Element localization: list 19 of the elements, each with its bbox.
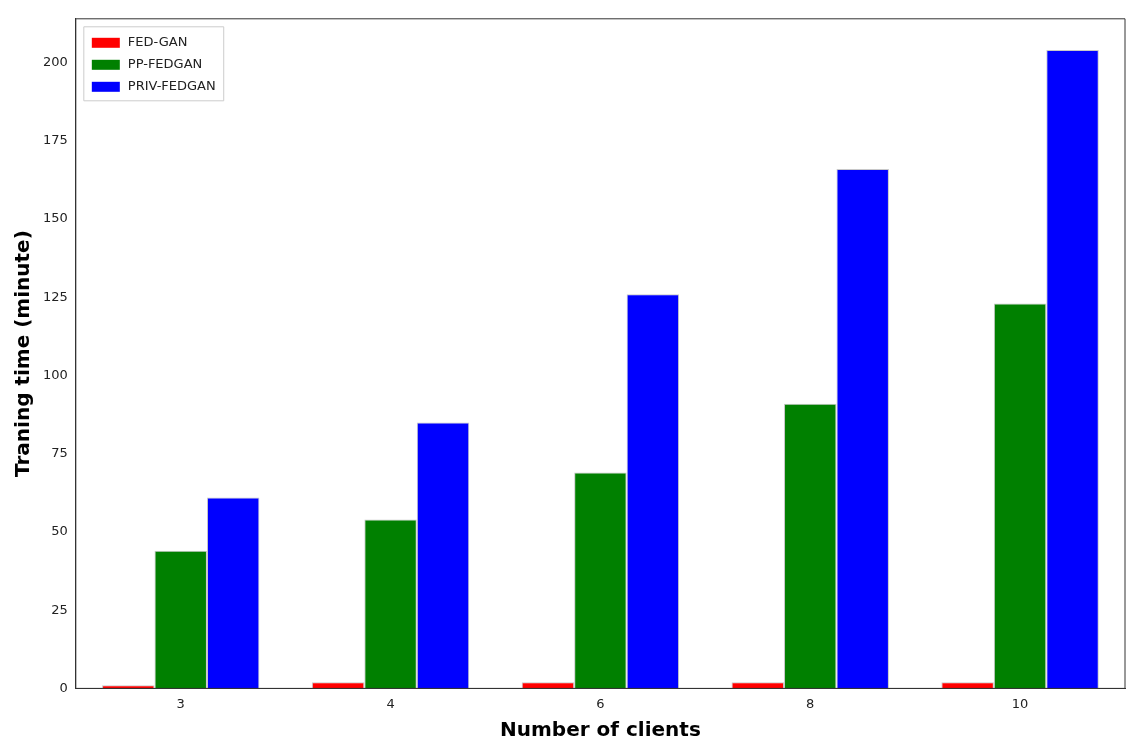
x-tick-label: 4 (386, 695, 395, 711)
y-tick-label: 0 (59, 679, 68, 695)
y-axis-title: Traning time (minute) (10, 230, 35, 477)
y-tick-label: 150 (42, 210, 68, 226)
y-tick-label: 25 (51, 601, 68, 617)
x-tick-label: 10 (1011, 695, 1029, 711)
x-tick-label: 8 (806, 695, 815, 711)
x-axis-title: Number of clients (500, 717, 701, 742)
y-tick-label: 175 (42, 132, 68, 148)
legend-label: PRIV-FEDGAN (127, 78, 216, 94)
y-tick-label: 125 (42, 288, 68, 304)
legend-label: FED-GAN (127, 34, 188, 50)
y-tick-label: 200 (42, 53, 68, 69)
y-tick-label: 100 (42, 366, 68, 382)
legend-label: PP-FEDGAN (127, 56, 203, 72)
y-tick-label: 50 (51, 523, 68, 539)
x-tick-label: 6 (596, 695, 605, 711)
x-tick-label: 3 (176, 695, 185, 711)
y-tick-label: 75 (51, 445, 68, 461)
